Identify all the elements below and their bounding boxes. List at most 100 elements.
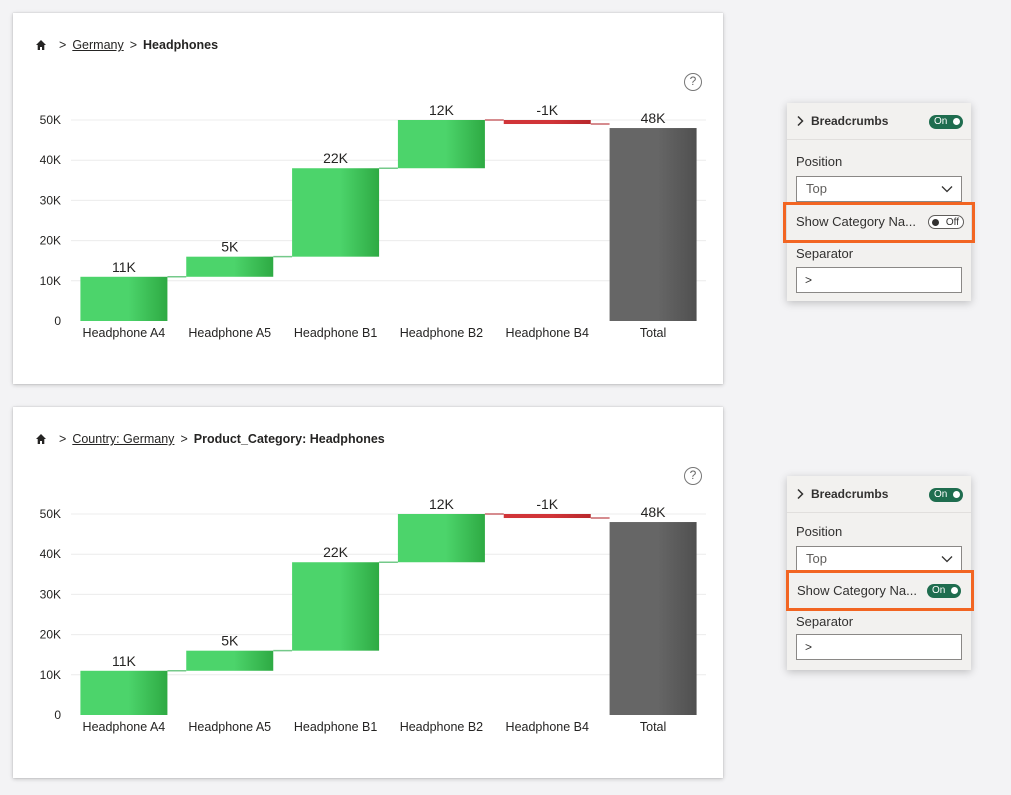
waterfall-chart: 0 10K 20K 30K 40K 50K 11K Headphone A4 5K Headpho… — [40, 496, 706, 734]
chevron-right-icon[interactable] — [795, 488, 805, 500]
x-category-label: Headphone B1 — [294, 720, 377, 734]
bar-headphone-a5[interactable] — [186, 650, 274, 671]
separator-input[interactable]: > — [796, 267, 962, 293]
bar-headphone-b4[interactable] — [503, 514, 591, 519]
section-title: Breadcrumbs — [811, 114, 889, 128]
toggle-label: On — [932, 585, 946, 596]
y-tick-label: 20K — [40, 628, 61, 642]
breadcrumb: > Germany > Headphones — [35, 37, 218, 53]
breadcrumb-separator: > — [59, 432, 67, 446]
show-category-toggle[interactable]: Off — [928, 215, 964, 229]
waterfall-chart: 0 10K 20K 30K 40K 50K 11K Headphone A4 5K Headpho… — [40, 102, 706, 340]
bar-headphone-a5[interactable] — [186, 256, 274, 277]
help-icon[interactable]: ? — [684, 467, 702, 485]
data-label: -1K — [536, 496, 558, 512]
toggle-label: On — [934, 489, 948, 500]
breadcrumbs-toggle[interactable]: On — [929, 115, 963, 129]
toggle-knob — [932, 218, 939, 226]
y-tick-label: 10K — [40, 274, 61, 288]
data-label: -1K — [536, 102, 558, 118]
y-tick-label: 50K — [40, 113, 61, 127]
show-category-label: Show Category Na... — [796, 214, 916, 229]
position-value: Top — [806, 551, 827, 566]
waterfall-visual-1[interactable]: > Germany > Headphones ? 0 10K 20K 30K 40K 50… — [13, 13, 723, 384]
breadcrumb-separator: > — [129, 38, 138, 52]
breadcrumbs-section-header[interactable]: Breadcrumbs On — [787, 476, 971, 513]
breadcrumb: > Country: Germany > Product_Category: H… — [35, 431, 385, 447]
breadcrumb-item[interactable]: Country: Germany — [72, 432, 175, 446]
breadcrumb-item[interactable]: Germany — [72, 38, 124, 52]
waterfall-visual-2[interactable]: > Country: Germany > Product_Category: H… — [13, 407, 723, 778]
data-label: 12K — [429, 102, 455, 118]
x-category-label: Total — [640, 720, 666, 734]
chevron-down-icon — [941, 556, 953, 563]
y-tick-label: 10K — [40, 668, 61, 682]
chevron-down-icon — [941, 186, 953, 193]
position-dropdown[interactable]: Top — [796, 546, 962, 572]
show-category-label: Show Category Na... — [797, 583, 917, 598]
data-label: 11K — [112, 653, 137, 669]
bar-total[interactable] — [609, 128, 697, 321]
bar-headphone-b1[interactable] — [292, 168, 380, 257]
position-dropdown[interactable]: Top — [796, 176, 962, 202]
x-category-label: Headphone A4 — [83, 720, 166, 734]
position-label: Position — [796, 154, 843, 169]
toggle-knob — [951, 587, 958, 594]
separator-input[interactable]: > — [796, 634, 962, 660]
x-category-label: Total — [640, 326, 666, 340]
y-tick-label: 0 — [54, 708, 61, 722]
x-category-label: Headphone A5 — [188, 720, 271, 734]
bar-headphone-a4[interactable] — [80, 276, 168, 321]
x-category-label: Headphone B2 — [400, 720, 483, 734]
toggle-label: Off — [945, 217, 959, 228]
bar-headphone-a4[interactable] — [80, 670, 168, 715]
x-category-label: Headphone B2 — [400, 326, 483, 340]
data-label: 12K — [429, 496, 455, 512]
separator-label: Separator — [796, 614, 854, 629]
bar-headphone-b2[interactable] — [397, 120, 485, 169]
position-value: Top — [806, 181, 827, 196]
breadcrumb-current: Product_Category: Headphones — [193, 432, 385, 446]
x-category-label: Headphone B1 — [294, 326, 377, 340]
position-label: Position — [796, 524, 843, 539]
data-label: 22K — [323, 150, 349, 166]
bar-headphone-b2[interactable] — [397, 514, 485, 563]
help-icon[interactable]: ? — [684, 73, 702, 91]
home-icon[interactable] — [35, 433, 47, 445]
data-label: 48K — [641, 110, 667, 126]
x-category-label: Headphone B4 — [506, 326, 589, 340]
data-label: 22K — [323, 544, 349, 560]
data-label: 48K — [641, 504, 667, 520]
x-category-label: Headphone A5 — [188, 326, 271, 340]
toggle-knob — [953, 118, 960, 125]
y-tick-label: 50K — [40, 507, 61, 521]
breadcrumbs-toggle[interactable]: On — [929, 488, 963, 502]
y-tick-label: 0 — [54, 314, 61, 328]
y-tick-label: 40K — [40, 547, 61, 561]
toggle-knob — [953, 491, 960, 498]
breadcrumbs-section-header[interactable]: Breadcrumbs On — [787, 103, 971, 140]
y-tick-label: 20K — [40, 234, 61, 248]
section-title: Breadcrumbs — [811, 487, 889, 501]
home-icon[interactable] — [35, 39, 47, 51]
bar-total[interactable] — [609, 522, 697, 715]
bar-headphone-b4[interactable] — [503, 120, 591, 125]
y-tick-label: 30K — [40, 193, 61, 207]
y-tick-label: 40K — [40, 153, 61, 167]
show-category-toggle[interactable]: On — [927, 584, 961, 598]
x-category-label: Headphone A4 — [83, 326, 166, 340]
highlight-box — [783, 202, 975, 243]
y-tick-label: 30K — [40, 587, 61, 601]
data-label: 11K — [112, 259, 137, 275]
data-label: 5K — [221, 239, 239, 255]
format-pane-breadcrumbs-2: Breadcrumbs On Position Top Show Categor… — [787, 476, 971, 670]
data-label: 5K — [221, 633, 239, 649]
chevron-right-icon[interactable] — [795, 115, 805, 127]
breadcrumb-separator: > — [180, 432, 188, 446]
toggle-label: On — [934, 116, 948, 127]
bar-headphone-b1[interactable] — [292, 562, 380, 651]
separator-label: Separator — [796, 246, 854, 261]
breadcrumb-separator: > — [59, 38, 67, 52]
x-category-label: Headphone B4 — [506, 720, 589, 734]
breadcrumb-current: Headphones — [143, 38, 219, 52]
